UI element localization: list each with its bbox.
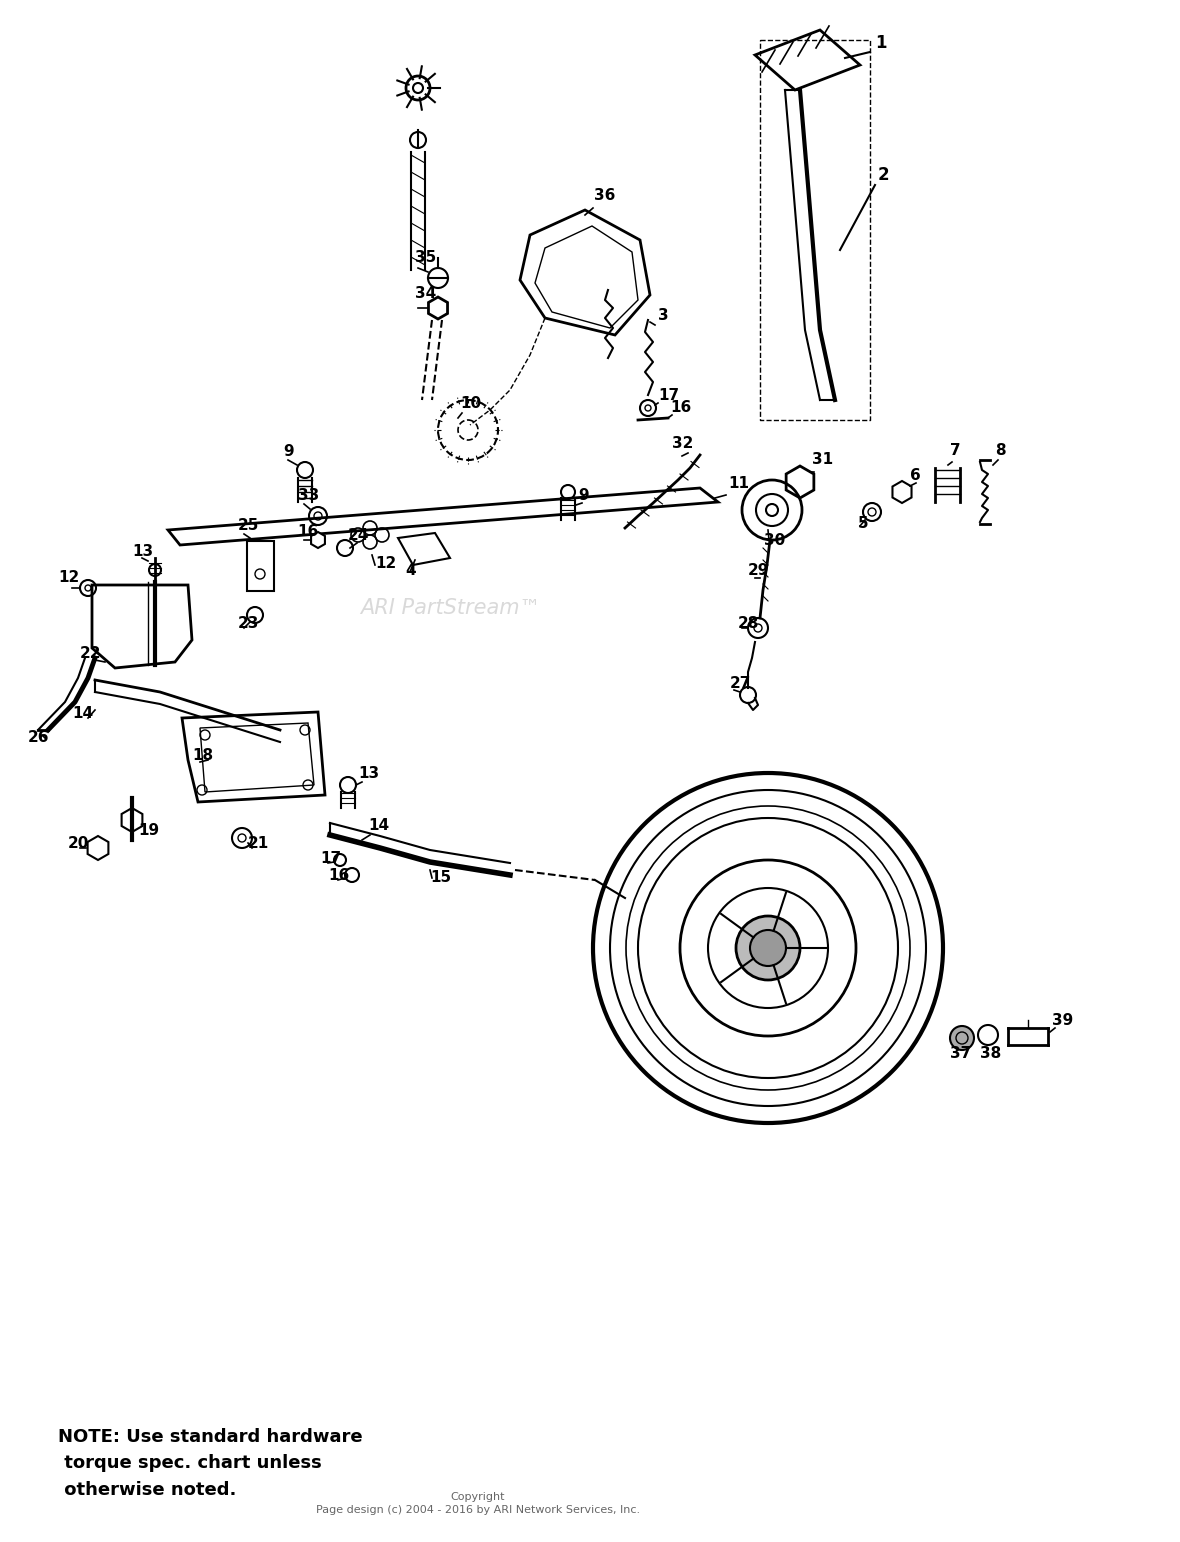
Text: 16: 16	[670, 399, 691, 415]
Text: 9: 9	[578, 487, 589, 503]
Text: 36: 36	[594, 188, 616, 204]
Text: 10: 10	[460, 396, 481, 412]
Text: 15: 15	[430, 870, 451, 885]
Text: 17: 17	[320, 851, 341, 867]
Text: 16: 16	[328, 868, 349, 884]
Text: 3: 3	[658, 308, 669, 322]
Text: 32: 32	[671, 436, 694, 450]
Polygon shape	[428, 298, 447, 319]
Polygon shape	[87, 836, 109, 860]
Text: 7: 7	[950, 443, 961, 458]
Text: 13: 13	[132, 544, 153, 560]
FancyBboxPatch shape	[247, 541, 274, 591]
Text: 25: 25	[238, 518, 260, 534]
Text: ARI PartStream™: ARI PartStream™	[360, 598, 540, 618]
Text: 39: 39	[1053, 1013, 1074, 1029]
Circle shape	[750, 930, 786, 965]
Text: 14: 14	[368, 817, 389, 833]
Text: 22: 22	[80, 646, 101, 662]
Text: 35: 35	[415, 250, 437, 265]
Text: NOTE: Use standard hardware
 torque spec. chart unless
 otherwise noted.: NOTE: Use standard hardware torque spec.…	[58, 1428, 362, 1499]
Text: 11: 11	[728, 476, 749, 490]
Text: Copyright
Page design (c) 2004 - 2016 by ARI Network Services, Inc.: Copyright Page design (c) 2004 - 2016 by…	[316, 1493, 640, 1516]
Text: 9: 9	[283, 444, 294, 460]
Text: 12: 12	[375, 557, 396, 571]
Text: 30: 30	[763, 534, 785, 547]
Text: 8: 8	[995, 443, 1005, 458]
Polygon shape	[122, 808, 143, 833]
Text: 6: 6	[910, 469, 920, 483]
Text: 5: 5	[858, 517, 868, 530]
Polygon shape	[755, 29, 860, 89]
Text: 24: 24	[348, 527, 369, 543]
Polygon shape	[398, 534, 450, 564]
Polygon shape	[786, 466, 814, 498]
Text: 26: 26	[28, 729, 50, 745]
Text: 28: 28	[738, 615, 760, 631]
Text: 33: 33	[299, 487, 320, 503]
Text: 20: 20	[68, 836, 90, 851]
Polygon shape	[182, 712, 324, 802]
Circle shape	[736, 916, 800, 981]
Text: 31: 31	[812, 452, 833, 467]
Text: 12: 12	[58, 571, 79, 584]
Text: 4: 4	[405, 563, 415, 578]
Text: 23: 23	[238, 615, 260, 631]
Polygon shape	[168, 487, 717, 544]
Text: 1: 1	[876, 34, 886, 52]
Text: 38: 38	[981, 1045, 1002, 1061]
Text: 34: 34	[415, 285, 437, 301]
Text: 18: 18	[192, 748, 214, 763]
Polygon shape	[92, 584, 192, 668]
Text: 13: 13	[358, 766, 379, 780]
Text: 21: 21	[248, 836, 269, 851]
Text: 14: 14	[72, 706, 93, 722]
Text: 37: 37	[950, 1045, 971, 1061]
Polygon shape	[312, 532, 325, 547]
Text: 16: 16	[297, 524, 319, 540]
Text: 17: 17	[658, 389, 680, 402]
Text: 2: 2	[878, 167, 890, 183]
Text: 29: 29	[748, 563, 769, 578]
Text: 19: 19	[138, 823, 159, 837]
Polygon shape	[892, 481, 911, 503]
Circle shape	[950, 1025, 974, 1050]
Text: 27: 27	[730, 675, 752, 691]
